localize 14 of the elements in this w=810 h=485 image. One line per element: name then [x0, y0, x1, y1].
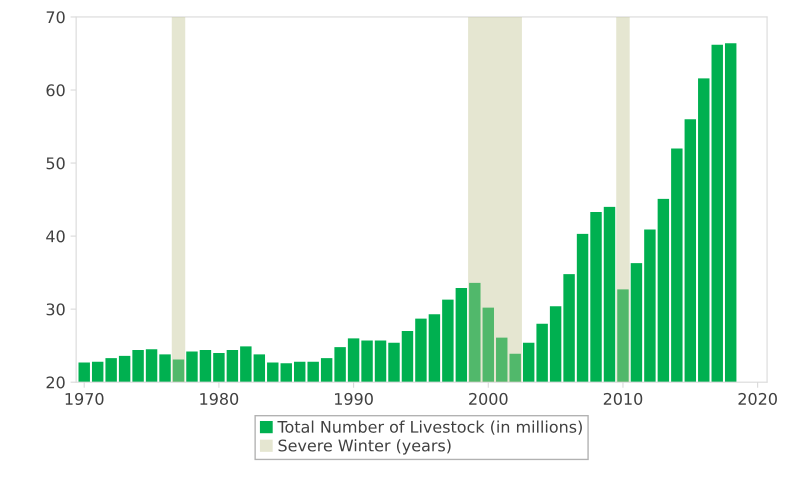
legend-label: Total Number of Livestock (in millions): [277, 420, 582, 435]
y-tick-label: 70: [46, 11, 65, 24]
legend-label: Severe Winter (years): [278, 439, 451, 455]
y-tick-label: 50: [46, 157, 65, 170]
y-tick-label: 30: [46, 303, 65, 316]
x-tick-label: 2020: [738, 392, 777, 405]
y-tick-label: 20: [46, 376, 65, 388]
x-tick-label: 2010: [604, 392, 642, 405]
x-tick-label: 1970: [66, 392, 104, 405]
x-tick-label: 1990: [335, 392, 373, 405]
x-tick-label: 1980: [200, 392, 238, 405]
y-tick-label: 60: [46, 84, 65, 96]
x-tick-label: 2000: [469, 392, 508, 405]
y-tick-label: 40: [46, 230, 65, 242]
